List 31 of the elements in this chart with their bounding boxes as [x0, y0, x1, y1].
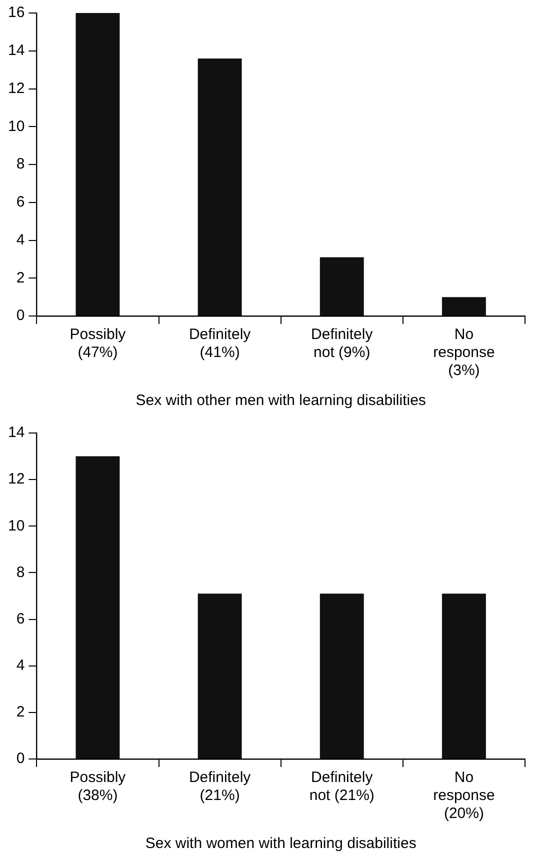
x-tick-label: Definitely (21%) [188, 769, 252, 804]
y-tick-label: 14 [8, 42, 25, 60]
y-tick-label: 10 [8, 517, 25, 534]
x-tick-label: No response (3%) [433, 326, 495, 380]
x-tick-label: Definitely not (9%) [311, 326, 374, 362]
bar [198, 58, 242, 316]
y-tick-label: 6 [16, 194, 25, 211]
x-tick-label: Possibly (47%) [70, 326, 126, 362]
y-tick-label: 4 [16, 231, 25, 248]
bar [76, 13, 120, 316]
x-tick-label: Possibly (38%) [70, 769, 126, 804]
y-tick-label: 16 [8, 4, 25, 22]
y-tick-label: 8 [16, 564, 25, 581]
x-tick-label: No response (20%) [433, 769, 495, 822]
bar [442, 297, 486, 316]
y-tick-label: 0 [16, 750, 25, 768]
bar [320, 257, 364, 316]
y-tick-label: 4 [16, 657, 25, 674]
y-tick-label: 6 [16, 610, 25, 628]
y-tick-label: 10 [8, 118, 25, 135]
x-axis-title: Sex with other men with learning disabilities [136, 392, 426, 410]
y-tick-label: 14 [8, 424, 25, 442]
y-tick-label: 12 [8, 470, 25, 488]
x-tick-label: Definitely not (21%) [309, 769, 374, 804]
y-tick-label: 2 [16, 269, 25, 286]
x-axis-title: Sex with women with learning disabilities [145, 835, 416, 852]
y-tick-label: 12 [8, 80, 25, 97]
x-tick-label: Definitely (41%) [188, 326, 252, 362]
y-tick-label: 2 [16, 704, 25, 721]
y-tick-label: 0 [16, 307, 25, 324]
y-tick-label: 8 [16, 156, 25, 173]
